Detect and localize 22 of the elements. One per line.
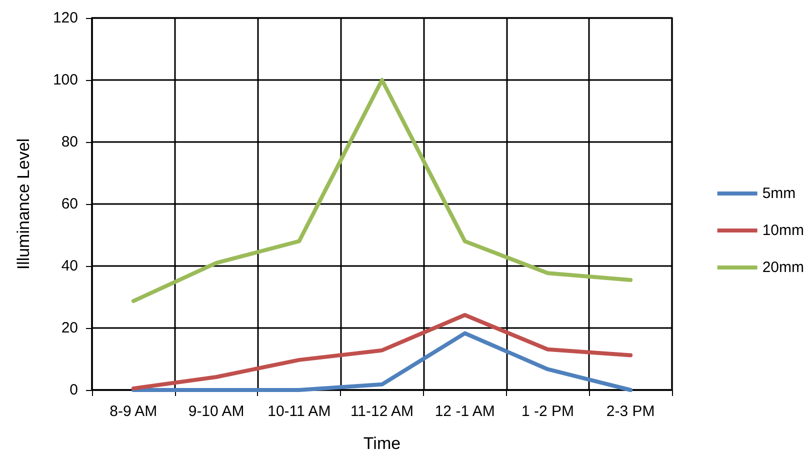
x-tick-label: 12 -1 AM [434, 403, 495, 420]
line-series [131, 78, 633, 304]
y-tick-label: 80 [61, 134, 78, 150]
y-tick-label: 40 [61, 258, 78, 274]
y-axis-title: Illuminance Level [14, 138, 33, 270]
y-tick-label: 100 [52, 72, 78, 88]
legend-label: 5mm [762, 185, 796, 202]
x-tick-label: 8-9 AM [110, 403, 158, 420]
x-tick-label: 11-12 AM [350, 403, 414, 420]
y-tick-label: 0 [70, 382, 78, 398]
x-tick-label: 1 -2 PM [521, 403, 574, 420]
x-tick-label: 10-11 AM [268, 403, 331, 420]
x-tick-label: 2-3 PM [606, 403, 655, 420]
line-series [131, 331, 633, 392]
legend-label: 10mm [762, 222, 804, 239]
x-axis-title: Time [363, 434, 401, 453]
line-series [131, 312, 633, 390]
y-tick-label: 20 [61, 320, 78, 336]
x-tick-label: 9-10 AM [188, 403, 244, 420]
legend-label: 20mm [762, 259, 804, 276]
y-tick-label: 120 [52, 10, 78, 26]
y-tick-label: 60 [61, 196, 78, 212]
